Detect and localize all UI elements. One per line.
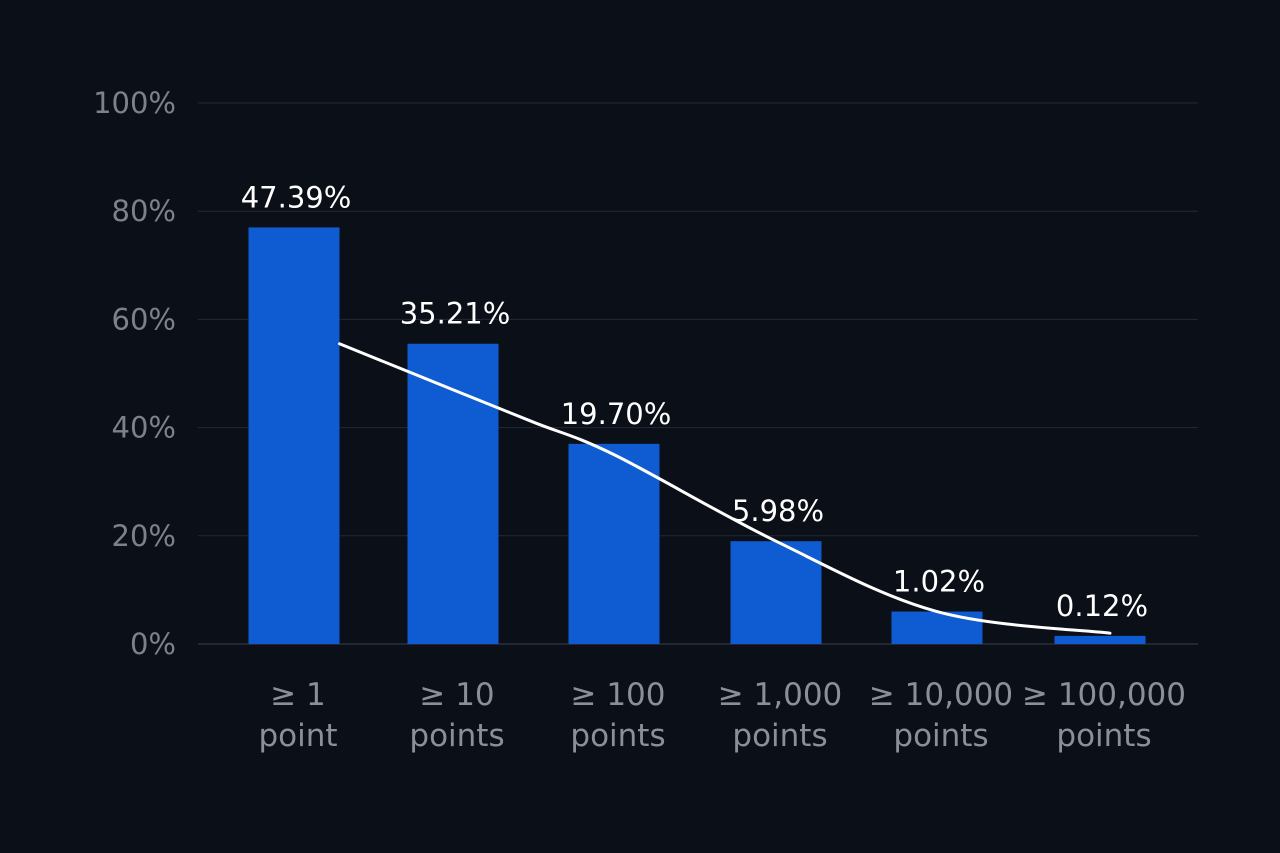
data-label-5: 0.12% <box>1056 589 1148 623</box>
y-tick-label-60: 60% <box>112 302 176 336</box>
bar-1 <box>407 343 499 644</box>
trend-line <box>338 342 1112 635</box>
x-tick-label-4-line-1: points <box>893 718 988 754</box>
bar-5 <box>1054 635 1146 644</box>
y-tick-label-80: 80% <box>112 194 176 228</box>
bar-2 <box>568 443 660 644</box>
y-axis-ticks: 0% 20% 40% 60% 80% 100% <box>93 86 176 661</box>
x-tick-label-5-line-0: ≥ 100,000 <box>1022 677 1186 713</box>
x-tick-label-2-line-0: ≥ 100 <box>571 677 666 713</box>
data-labels: 47.39% 35.21% 19.70% 5.98% 1.02% 0.12% <box>241 180 1148 622</box>
x-tick-label-0-line-1: point <box>258 718 337 754</box>
data-label-4: 1.02% <box>893 565 985 599</box>
y-tick-label-20: 20% <box>112 519 176 553</box>
bar-3 <box>730 541 822 644</box>
bars <box>248 227 1146 644</box>
data-label-3: 5.98% <box>732 494 824 528</box>
y-tick-label-100: 100% <box>93 86 176 120</box>
x-tick-label-3-line-1: points <box>732 718 827 754</box>
x-tick-label-2-line-1: points <box>570 718 665 754</box>
x-tick-label-3-line-0: ≥ 1,000 <box>718 677 843 713</box>
grid-lines <box>198 102 1198 645</box>
data-label-2: 19.70% <box>561 397 672 431</box>
data-label-1: 35.21% <box>400 297 511 331</box>
x-tick-label-5-line-1: points <box>1056 718 1151 754</box>
y-tick-label-0: 0% <box>130 627 176 661</box>
x-tick-label-0-line-0: ≥ 1 <box>270 677 326 713</box>
x-tick-label-1-line-0: ≥ 10 <box>419 677 494 713</box>
x-tick-label-4-line-0: ≥ 10,000 <box>869 677 1013 713</box>
y-tick-label-40: 40% <box>112 411 176 445</box>
bar-0 <box>248 227 340 644</box>
trend-line-group <box>338 342 1112 635</box>
x-tick-label-1-line-1: points <box>409 718 504 754</box>
x-axis-ticks: ≥ 1 point ≥ 10 points ≥ 100 points ≥ 1,000 poin… <box>258 677 1186 754</box>
data-label-0: 47.39% <box>241 180 352 214</box>
bar-4 <box>891 611 983 644</box>
